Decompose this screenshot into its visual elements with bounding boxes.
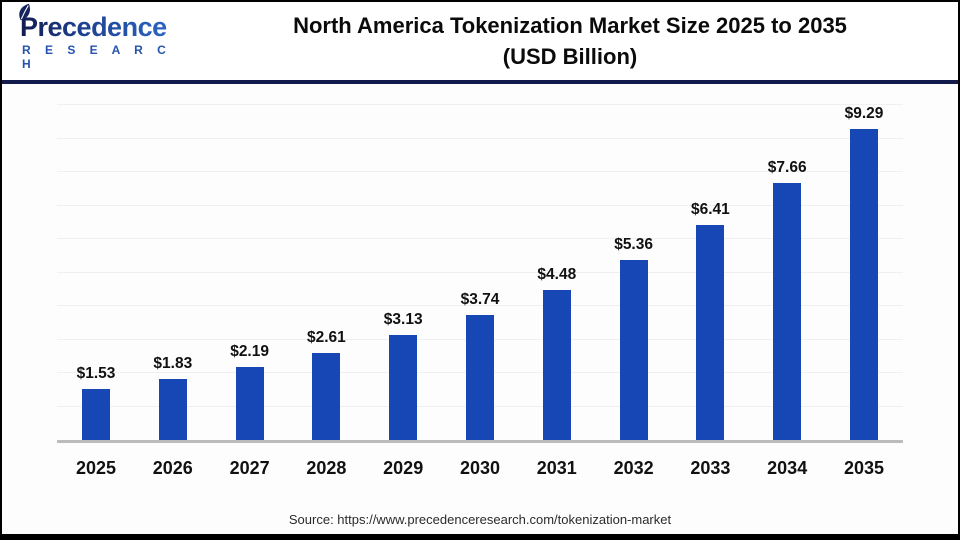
bar-value-label: $9.29 bbox=[844, 104, 884, 122]
bar-2029 bbox=[389, 335, 418, 440]
logo-brand-text: Precedence bbox=[20, 13, 192, 42]
gridline bbox=[57, 137, 903, 139]
x-axis-label-2030: 2030 bbox=[459, 458, 501, 478]
x-axis-label-2025: 2025 bbox=[75, 458, 117, 478]
x-axis-label-2034: 2034 bbox=[767, 458, 808, 478]
x-axis-label-2031: 2031 bbox=[536, 458, 577, 478]
precedence-research-logo: Precedence R E S E A R C H bbox=[19, 4, 192, 71]
gridline bbox=[57, 271, 903, 273]
bar-2030 bbox=[466, 314, 494, 440]
bar-2028 bbox=[312, 352, 341, 440]
chart-title: North America Tokenization Market Size 2… bbox=[192, 10, 948, 72]
gridline bbox=[57, 204, 903, 206]
bar-2035 bbox=[850, 128, 878, 440]
x-axis-label-2028: 2028 bbox=[306, 458, 347, 478]
x-axis-label-2027: 2027 bbox=[229, 458, 270, 478]
header-divider-line bbox=[2, 80, 958, 84]
x-axis-label-2035: 2035 bbox=[843, 458, 885, 478]
chart-title-line1: North America Tokenization Market Size 2… bbox=[293, 12, 847, 38]
bar-2031 bbox=[542, 289, 571, 440]
bar-value-label: $6.41 bbox=[690, 201, 730, 219]
bar-value-label: $3.13 bbox=[383, 311, 423, 329]
x-axis-label-2033: 2033 bbox=[690, 458, 731, 478]
bar-value-label: $2.61 bbox=[306, 328, 346, 346]
leaf-icon bbox=[19, 4, 30, 21]
gridline bbox=[57, 104, 903, 105]
source-text: Source: https://www.precedenceresearch.c… bbox=[288, 512, 672, 527]
gridline bbox=[57, 305, 903, 306]
bar-value-label: $2.19 bbox=[230, 342, 269, 360]
logo-sub-text: R E S E A R C H bbox=[22, 42, 172, 71]
bar-value-label: $3.74 bbox=[460, 290, 500, 308]
header: Precedence R E S E A R C H North America… bbox=[2, 2, 958, 80]
x-axis-label-2026: 2026 bbox=[152, 458, 193, 478]
x-axis-label-2029: 2029 bbox=[383, 458, 424, 478]
bar-value-label: $7.66 bbox=[767, 159, 807, 177]
bar-2027 bbox=[235, 366, 264, 440]
chart-area: $1.53 $1.83 $2.19 $2.61 $3.13 $3.74 $4.48 $5.36… bbox=[2, 84, 958, 534]
bar-2034 bbox=[773, 183, 802, 440]
plot-area: $1.53 $1.83 $2.19 $2.61 $3.13 $3.74 $4.48 $5.36… bbox=[57, 104, 903, 443]
chart-title-line2: (USD Billion) bbox=[502, 44, 638, 69]
gridline bbox=[57, 238, 903, 239]
gridline bbox=[57, 171, 903, 172]
bar-2025 bbox=[82, 388, 110, 440]
bar-value-label: $5.36 bbox=[614, 236, 653, 254]
bar-2032 bbox=[619, 260, 648, 440]
bar-value-label: $1.83 bbox=[153, 354, 193, 372]
bar-value-label: $1.53 bbox=[76, 364, 116, 382]
bar-value-label: $4.48 bbox=[537, 265, 577, 283]
x-axis-label-2032: 2032 bbox=[613, 458, 654, 478]
bar-2026 bbox=[158, 378, 187, 440]
bar-2033 bbox=[696, 225, 725, 440]
